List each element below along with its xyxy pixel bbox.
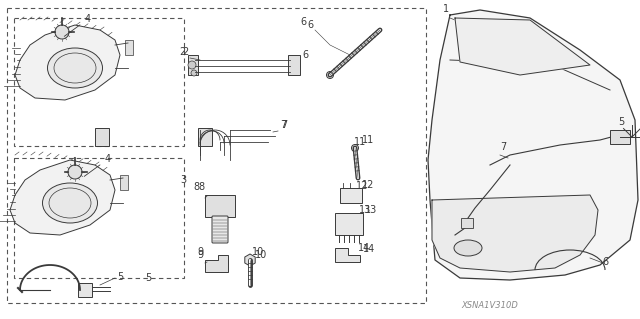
- Text: 6: 6: [602, 257, 608, 267]
- Text: 3: 3: [180, 175, 186, 185]
- FancyBboxPatch shape: [205, 195, 235, 217]
- FancyBboxPatch shape: [188, 55, 198, 75]
- FancyBboxPatch shape: [95, 128, 109, 146]
- Text: 5: 5: [618, 117, 624, 127]
- Text: 6: 6: [300, 17, 306, 27]
- Text: 6: 6: [302, 50, 308, 60]
- Text: 1: 1: [443, 4, 449, 14]
- Text: 5: 5: [145, 273, 151, 283]
- Text: 11: 11: [362, 135, 374, 145]
- Ellipse shape: [42, 183, 97, 223]
- Polygon shape: [455, 18, 590, 75]
- Polygon shape: [432, 195, 598, 272]
- Text: 7: 7: [281, 120, 287, 130]
- Circle shape: [326, 71, 333, 78]
- Circle shape: [246, 256, 253, 263]
- Text: 4: 4: [84, 154, 111, 176]
- Polygon shape: [245, 254, 255, 266]
- Text: 9: 9: [197, 247, 203, 257]
- Circle shape: [191, 70, 197, 76]
- Text: 6: 6: [307, 20, 313, 30]
- Text: 14: 14: [358, 243, 370, 253]
- Polygon shape: [10, 160, 115, 235]
- FancyBboxPatch shape: [288, 55, 300, 75]
- Text: 8: 8: [198, 182, 204, 192]
- Text: 8: 8: [193, 182, 199, 192]
- Polygon shape: [15, 25, 120, 100]
- Text: 4: 4: [64, 14, 91, 36]
- Ellipse shape: [454, 240, 482, 256]
- Circle shape: [55, 25, 69, 39]
- FancyBboxPatch shape: [78, 283, 92, 297]
- Text: 7: 7: [500, 142, 506, 152]
- Circle shape: [68, 165, 82, 179]
- Text: 12: 12: [356, 181, 368, 191]
- Circle shape: [188, 61, 196, 69]
- Ellipse shape: [47, 48, 102, 88]
- Polygon shape: [428, 10, 638, 280]
- Text: 10: 10: [255, 250, 268, 260]
- Bar: [120, 175, 128, 190]
- Text: 2: 2: [179, 47, 185, 57]
- Text: XSNA1V310D: XSNA1V310D: [461, 300, 518, 309]
- FancyBboxPatch shape: [461, 218, 473, 228]
- Text: 11: 11: [354, 137, 366, 147]
- FancyBboxPatch shape: [335, 213, 363, 235]
- Bar: [125, 40, 133, 55]
- Text: 2: 2: [182, 47, 188, 57]
- Text: 13: 13: [365, 205, 377, 215]
- Circle shape: [351, 145, 358, 152]
- Bar: [14, 158, 184, 278]
- Text: 7: 7: [280, 120, 286, 130]
- FancyBboxPatch shape: [198, 128, 212, 146]
- Text: 5: 5: [117, 272, 124, 282]
- Text: 14: 14: [363, 244, 375, 254]
- Bar: [14, 18, 184, 146]
- FancyBboxPatch shape: [212, 216, 228, 243]
- Polygon shape: [335, 248, 360, 262]
- Text: 10: 10: [252, 247, 264, 257]
- Text: 12: 12: [362, 180, 374, 190]
- Text: 9: 9: [197, 250, 203, 260]
- Text: 13: 13: [359, 205, 371, 215]
- FancyBboxPatch shape: [340, 188, 362, 203]
- Bar: [7, 8, 426, 303]
- FancyBboxPatch shape: [610, 130, 630, 144]
- Polygon shape: [205, 255, 228, 272]
